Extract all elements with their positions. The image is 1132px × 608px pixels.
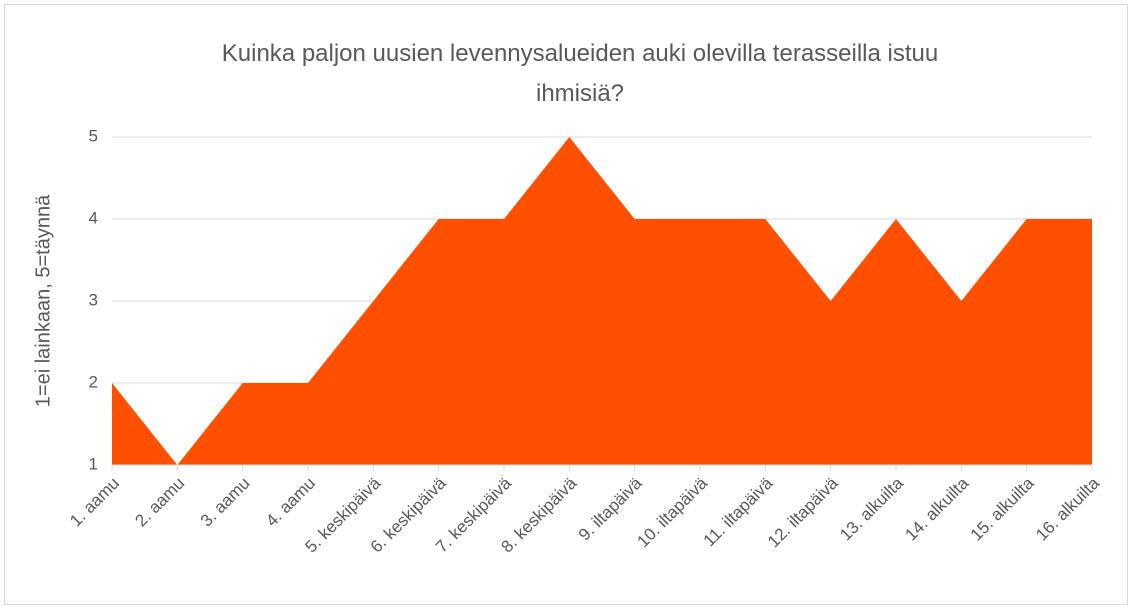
x-tick-label: 14. alkuilta — [901, 473, 972, 544]
y-tick-label: 3 — [89, 290, 98, 309]
area — [112, 137, 1092, 465]
x-tick-label: 4. aamu — [262, 474, 319, 531]
y-tick-label: 1 — [89, 454, 98, 473]
x-tick-label: 2. aamu — [131, 474, 188, 531]
x-tick-label: 3. aamu — [197, 474, 254, 531]
y-axis-label: 1=ei lainkaan, 5=täynnä — [32, 194, 54, 407]
x-tick-label: 9. iltapäivä — [575, 473, 646, 544]
x-tick-label: 16. alkuilta — [1032, 473, 1103, 544]
x-tick-label: 1. aamu — [66, 474, 123, 531]
chart-border — [4, 4, 1128, 605]
x-tick-label: 13. alkuilta — [836, 473, 907, 544]
y-tick-label: 5 — [89, 126, 98, 145]
x-tick-label: 12. iltapäivä — [764, 473, 842, 551]
x-tick-label: 15. alkuilta — [967, 473, 1038, 544]
x-tick-label: 10. iltapäivä — [633, 473, 711, 551]
chart-title: Kuinka paljon uusien levennysalueiden au… — [221, 40, 939, 107]
y-tick-label: 2 — [89, 372, 98, 391]
y-tick-label: 4 — [89, 208, 98, 227]
